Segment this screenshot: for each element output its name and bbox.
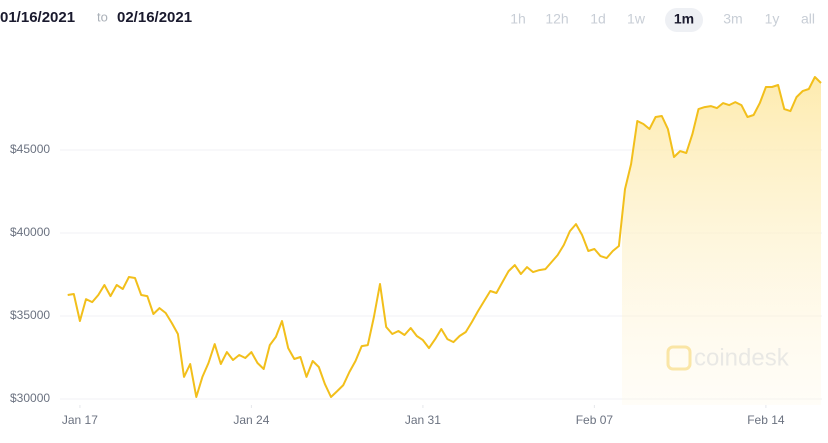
watermark-text: coindesk xyxy=(694,344,790,371)
range-button[interactable]: 1h xyxy=(510,11,526,27)
x-tick-label: Feb 07 xyxy=(576,413,614,427)
date-from[interactable]: 01/16/2021 xyxy=(0,9,75,26)
range-button[interactable]: 1m xyxy=(674,11,694,27)
range-button[interactable]: 1d xyxy=(590,11,606,27)
y-tick-label: $40000 xyxy=(10,225,50,239)
range-button[interactable]: all xyxy=(801,11,815,27)
range-button[interactable]: 1w xyxy=(627,11,646,27)
y-tick-label: $35000 xyxy=(10,308,50,322)
watermark: coindesk xyxy=(666,344,790,371)
range-button[interactable]: 3m xyxy=(723,11,742,27)
price-line xyxy=(67,76,822,398)
y-tick-label: $30000 xyxy=(10,391,50,405)
range-button[interactable]: 1y xyxy=(765,11,780,27)
x-tick-label: Jan 24 xyxy=(233,413,269,427)
area-fill xyxy=(622,77,822,405)
x-tick-label: Jan 17 xyxy=(62,413,98,427)
range-selected-bg xyxy=(665,8,703,32)
range-button[interactable]: 12h xyxy=(545,11,568,27)
x-tick-label: Jan 31 xyxy=(405,413,441,427)
y-tick-label: $45000 xyxy=(10,142,50,156)
logo xyxy=(666,345,692,371)
date-to[interactable]: 02/16/2021 xyxy=(117,9,192,26)
date-sep: to xyxy=(97,9,108,24)
x-tick-label: Feb 14 xyxy=(747,413,785,427)
